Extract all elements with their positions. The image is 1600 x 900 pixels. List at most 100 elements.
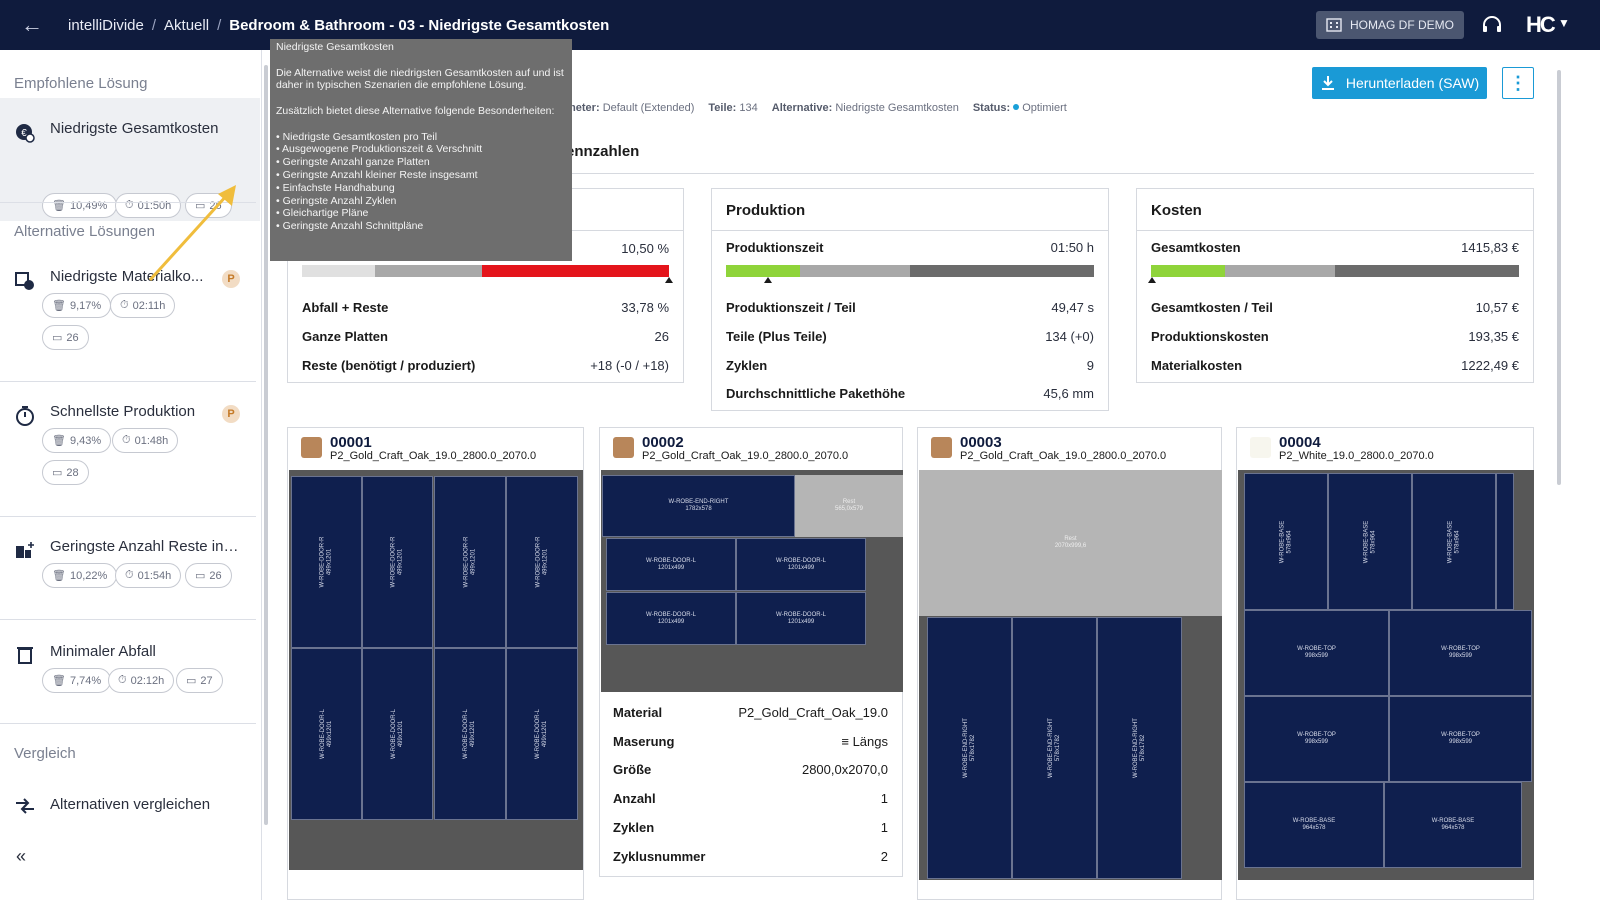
part[interactable]: W-ROBE-DOOR-L 1201x499 [736,538,866,591]
detail-label: Zyklusnummer [613,849,706,864]
recommended-badge-icon: P [222,405,240,423]
param-label: meter: [566,102,600,114]
detail-row: Zyklusnummer 2 [613,849,888,864]
compare-alternatives-link[interactable]: Alternativen vergleichen [0,785,260,825]
part[interactable]: W-ROBE-DOOR-L 1201x499 [606,538,736,591]
solution-item-fastest-production[interactable]: Schnellste Produktion P 🗑 9,43% ⏱ 01:48h ▭… [0,385,260,515]
part[interactable]: W-ROBE-BASE 578x964 [1244,473,1328,610]
cutting-plan-card[interactable]: 00003 P2_Gold_Craft_Oak_19.0_2800.0_2070… [917,427,1222,900]
part[interactable]: W-ROBE-BASE 578x964 [1328,473,1412,610]
kpi-label: Materialkosten [1151,358,1243,373]
sidebar-scrollbar[interactable] [262,55,270,855]
solution-title: Minimaler Abfall [50,643,156,660]
board-header: 00004 P2_White_19.0_2800.0_2070.0 [1237,428,1533,470]
part[interactable]: W-ROBE-TOP 998x599 [1389,610,1532,696]
top-bar: ← intelliDivide / Aktuell / Bedroom & Ba… [0,0,1600,50]
part[interactable]: W-ROBE-BASE 964x578 [1384,782,1522,868]
cutting-plan-card[interactable]: 00004 P2_White_19.0_2800.0_2070.0 W-ROBE… [1236,427,1534,900]
breadcrumb-app[interactable]: intelliDivide [68,16,144,34]
cutting-plan-plate[interactable]: W-ROBE-BASE 578x964 W-ROBE-BASE 578x964 … [1238,470,1534,880]
part[interactable]: W-ROBE-BASE 578x964 [1412,473,1496,610]
time-value: 02:12h [130,674,165,687]
solution-item-lowest-material-cost[interactable]: Niedrigste Materialko... P 🗑 9,17% ⏱ 02:11… [0,250,260,380]
part[interactable]: W-ROBE-DOOR-L 499x1201 [506,648,578,820]
kpi-label: Abfall + Reste [302,300,389,315]
material-cost-icon [15,272,34,290]
solution-item-minimal-waste[interactable]: Minimaler Abfall 🗑 7,74% ⏱ 02:12h ▭ 27 [0,625,260,720]
tooltip-bullet: • Geringste Anzahl Zyklen [276,194,397,207]
waste-value: 9,17% [69,299,102,312]
back-arrow-icon[interactable]: ← [21,12,43,37]
more-options-button[interactable]: ⋮ [1502,67,1534,99]
board-id: 00001 [330,434,372,451]
divider [287,173,1534,174]
part[interactable]: W-ROBE-TOP 998x599 [1244,696,1389,782]
part[interactable]: W-ROBE-DOOR-R 499x1201 [434,476,506,648]
part[interactable]: W-ROBE-DOOR-L 1201x499 [736,592,866,645]
part[interactable]: W-ROBE-DOOR-L 499x1201 [291,648,362,820]
part[interactable]: W-ROBE-DOOR-L 499x1201 [362,648,433,820]
part[interactable] [1496,473,1514,610]
collapse-sidebar-icon[interactable]: « [16,846,27,866]
cutting-plan-plate[interactable]: Rest 2070x999,6 W-ROBE-END-RIGHT 578x178… [919,470,1222,880]
kpi-row: Reste (benötigt / produziert) +18 (-0 / +… [302,358,669,373]
waste-value: 9,43% [69,434,102,447]
tenant-switcher[interactable]: HOMAG DF DEMO [1316,11,1464,39]
part[interactable]: W-ROBE-DOOR-R 499x1201 [291,476,362,648]
detail-value: 1 [880,791,888,806]
cutting-plan-card[interactable]: 00002 P2_Gold_Craft_Oak_19.0_2800.0_2070… [599,427,903,877]
wood-swatch-icon [613,437,634,458]
material-bar [302,265,669,277]
board-material: P2_Gold_Craft_Oak_19.0_2800.0_2070.0 [330,450,537,462]
breadcrumb-folder[interactable]: Aktuell [164,16,210,34]
recommended-heading: Empfohlene Lösung [14,75,148,92]
cutting-plan-plate[interactable]: W-ROBE-END-RIGHT 1782x578 Rest 565,0x579… [601,470,903,692]
run-metadata: meter: Default (Extended) Teile: 134 Alt… [566,102,1067,114]
part[interactable]: W-ROBE-BASE 964x578 [1244,782,1384,868]
tooltip-bullet: • Gleichartige Pläne [276,207,369,220]
remnants-icon [16,542,34,558]
cutting-plan-plate[interactable]: W-ROBE-DOOR-R 499x1201 W-ROBE-DOOR-R 499… [289,470,583,870]
solution-item-lowest-total-cost[interactable]: € Niedrigste Gesamtkosten 🗑 10,49% ⏱ 01:50… [0,98,260,221]
part[interactable]: W-ROBE-DOOR-L 1201x499 [606,592,736,645]
card-title: Produktion [726,202,806,219]
part[interactable]: W-ROBE-TOP 998x599 [1389,696,1532,782]
part[interactable]: W-ROBE-TOP 998x599 [1244,610,1389,696]
board-id: 00002 [642,434,684,451]
breadcrumb: intelliDivide / Aktuell / Bedroom & Bath… [68,17,609,34]
part[interactable]: W-ROBE-DOOR-R 499x1201 [362,476,433,648]
cutting-plan-card[interactable]: 00001 P2_Gold_Craft_Oak_19.0_2800.0_2070… [287,427,584,900]
board-material: P2_White_19.0_2800.0_2070.0 [1279,450,1434,462]
part[interactable]: W-ROBE-END-RIGHT 578x1782 [927,617,1012,879]
detail-row: Maserung ≡ Längs [613,734,888,749]
part[interactable]: W-ROBE-END-RIGHT 578x1782 [1097,617,1182,879]
boards-icon: ▭ [186,675,197,687]
cost-icon: € [16,124,35,143]
part[interactable]: W-ROBE-END-RIGHT 1782x578 [602,475,795,537]
wood-swatch-icon [931,437,952,458]
parts-label: Teile: [708,102,737,114]
boards-icon: ▭ [195,200,206,212]
headset-icon[interactable] [1480,13,1504,37]
kpi-value: 49,47 s [1051,300,1094,315]
brand-logo[interactable]: HC [1526,12,1556,37]
param-info: meter: Default (Extended) [566,102,694,114]
waste-chip: 🗑 9,17% [42,293,112,318]
part[interactable]: W-ROBE-DOOR-R 499x1201 [506,476,578,648]
solution-item-fewest-remnants[interactable]: Geringste Anzahl Reste ins... 🗑 10,22% ⏱ 0… [0,520,260,620]
download-saw-button[interactable]: Herunterladen (SAW) [1312,67,1487,99]
page-scrollbar[interactable] [1554,55,1564,900]
bar-marker-icon [764,277,772,283]
waste-chip: 🗑 10,22% [42,563,118,588]
board-header: 00001 P2_Gold_Craft_Oak_19.0_2800.0_2070… [288,428,583,470]
remnant[interactable]: Rest 565,0x579 [795,475,903,537]
alternative-value: Niedrigste Gesamtkosten [835,102,959,114]
solution-title: Niedrigste Gesamtkosten [50,120,219,137]
chevron-down-icon[interactable]: ▼ [1558,16,1570,30]
part[interactable]: W-ROBE-DOOR-L 499x1201 [434,648,506,820]
time-chip: ⏱ 01:54h [115,563,182,588]
remnant[interactable]: Rest 2070x999,6 [919,470,1222,616]
part[interactable]: W-ROBE-END-RIGHT 578x1782 [1012,617,1097,879]
alternatives-heading: Alternative Lösungen [14,223,155,240]
solution-title: Schnellste Produktion [50,403,196,420]
